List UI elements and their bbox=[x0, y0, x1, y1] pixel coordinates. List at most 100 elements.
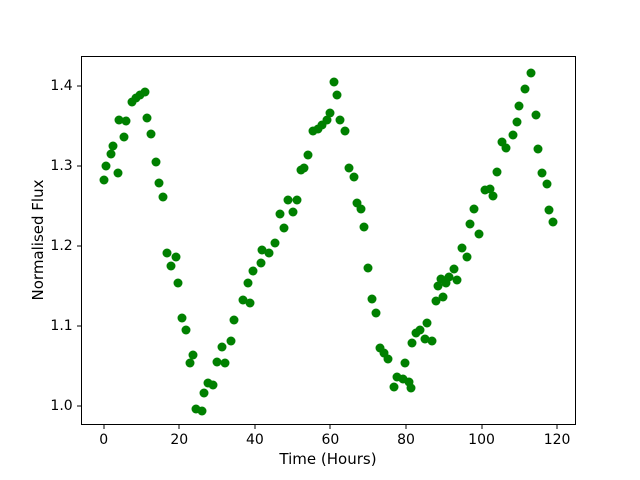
data-point bbox=[436, 274, 446, 284]
y-tick-mark bbox=[76, 405, 81, 407]
data-point bbox=[449, 264, 459, 274]
data-point bbox=[238, 295, 248, 305]
x-tick-mark bbox=[178, 425, 180, 429]
data-point bbox=[106, 149, 116, 159]
data-point bbox=[197, 406, 207, 416]
x-tick-mark bbox=[254, 425, 256, 429]
data-point bbox=[485, 184, 495, 194]
data-point bbox=[208, 380, 218, 390]
x-tick-label: 80 bbox=[397, 432, 415, 448]
data-point bbox=[317, 120, 327, 130]
data-point bbox=[404, 377, 414, 387]
data-point bbox=[407, 338, 417, 348]
x-tick-label: 0 bbox=[99, 432, 109, 448]
data-point bbox=[474, 229, 484, 239]
data-point bbox=[229, 315, 239, 325]
data-point bbox=[308, 126, 318, 136]
data-point bbox=[292, 195, 302, 205]
data-point bbox=[533, 144, 543, 154]
data-point bbox=[420, 334, 430, 344]
data-point bbox=[203, 378, 213, 388]
data-point bbox=[177, 313, 187, 323]
data-point bbox=[171, 252, 181, 262]
data-point bbox=[243, 278, 253, 288]
x-tick-mark bbox=[329, 425, 331, 429]
x-tick-mark bbox=[103, 425, 105, 429]
y-tick-mark bbox=[76, 325, 81, 327]
data-point bbox=[383, 354, 393, 364]
x-tick-label: 100 bbox=[468, 432, 495, 448]
data-point bbox=[220, 358, 230, 368]
data-point bbox=[140, 87, 150, 97]
data-point bbox=[480, 185, 490, 195]
x-tick-mark bbox=[556, 425, 558, 429]
data-point bbox=[270, 238, 280, 247]
data-point bbox=[537, 168, 547, 178]
data-point bbox=[433, 281, 443, 291]
data-point bbox=[415, 325, 425, 335]
data-point bbox=[444, 272, 454, 282]
data-point bbox=[245, 298, 255, 308]
data-point bbox=[349, 172, 359, 182]
data-point bbox=[392, 372, 402, 382]
data-point bbox=[512, 117, 522, 127]
data-point bbox=[313, 124, 323, 134]
y-axis-label: Normalised Flux bbox=[29, 179, 47, 301]
data-point bbox=[544, 205, 554, 215]
data-point bbox=[508, 130, 518, 140]
data-point bbox=[531, 110, 541, 120]
data-point bbox=[375, 343, 385, 353]
data-point bbox=[526, 68, 536, 78]
data-point bbox=[520, 84, 530, 94]
data-point bbox=[398, 374, 408, 384]
data-point bbox=[127, 97, 137, 107]
data-point bbox=[462, 252, 472, 262]
data-point bbox=[332, 90, 342, 100]
x-tick-mark bbox=[481, 425, 483, 429]
data-point bbox=[501, 143, 511, 153]
data-point bbox=[427, 336, 437, 346]
data-point bbox=[99, 175, 109, 185]
data-point bbox=[548, 217, 558, 227]
data-point bbox=[344, 163, 354, 173]
data-point bbox=[257, 245, 267, 255]
data-point bbox=[457, 243, 467, 253]
data-point bbox=[340, 126, 350, 136]
data-point bbox=[185, 358, 195, 368]
data-point bbox=[492, 167, 502, 177]
data-point bbox=[119, 132, 129, 142]
data-point bbox=[226, 336, 236, 346]
data-point bbox=[283, 195, 293, 205]
data-point bbox=[121, 116, 131, 126]
data-point bbox=[191, 404, 201, 414]
data-point bbox=[256, 258, 266, 267]
x-tick-label: 20 bbox=[170, 432, 189, 448]
data-point bbox=[288, 207, 298, 217]
data-point bbox=[488, 191, 497, 201]
x-tick-mark bbox=[405, 425, 407, 429]
y-tick-label: 1.4 bbox=[50, 77, 73, 94]
data-point bbox=[166, 261, 176, 271]
data-point bbox=[322, 115, 332, 125]
data-point bbox=[146, 129, 156, 139]
data-point bbox=[151, 157, 161, 167]
x-tick-label: 120 bbox=[543, 432, 571, 448]
data-point bbox=[431, 296, 441, 306]
data-point bbox=[469, 204, 479, 214]
y-tick-mark bbox=[76, 85, 81, 87]
data-point bbox=[352, 198, 362, 208]
data-point bbox=[158, 192, 168, 202]
y-tick-label: 1.2 bbox=[50, 237, 73, 254]
data-point bbox=[181, 325, 191, 335]
data-point bbox=[389, 382, 399, 392]
y-tick-mark bbox=[76, 165, 81, 167]
data-point bbox=[101, 161, 111, 171]
data-point bbox=[542, 179, 552, 189]
data-point bbox=[514, 101, 524, 111]
x-tick-label: 60 bbox=[321, 432, 340, 448]
data-point bbox=[452, 275, 462, 285]
data-point bbox=[212, 357, 222, 367]
data-point bbox=[438, 292, 448, 302]
data-point bbox=[325, 108, 335, 118]
